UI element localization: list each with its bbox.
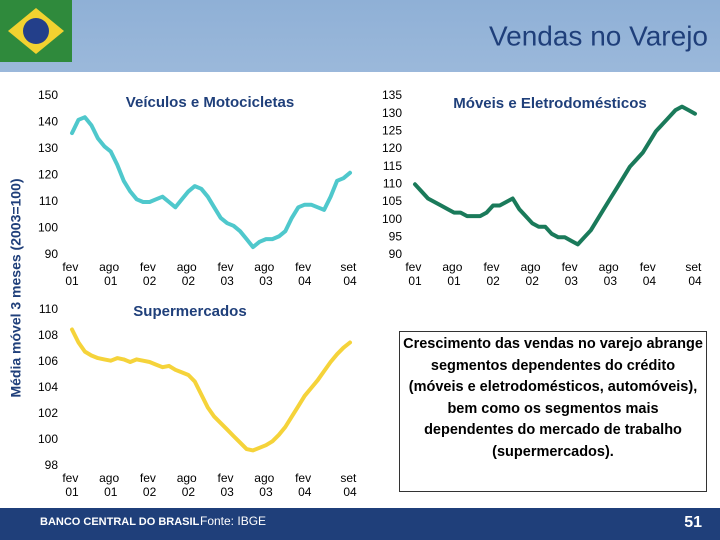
y-tick-label: 130 <box>382 106 402 120</box>
y-tick-label: 120 <box>38 168 58 182</box>
y-tick-label: 100 <box>38 432 58 446</box>
y-tick-label: 108 <box>38 328 58 342</box>
y-tick-label: 105 <box>382 194 402 208</box>
x-tick-label: ago 02 <box>177 471 200 499</box>
footer <box>0 508 720 540</box>
y-tick-label: 95 <box>389 230 403 244</box>
y-axis-label: Média móvel 3 meses (2003=100) <box>8 178 24 397</box>
y-tick-label: 110 <box>39 194 58 208</box>
x-tick-label: fev 04 <box>295 471 314 499</box>
y-tick-label: 110 <box>383 177 402 191</box>
y-tick-label: 90 <box>45 247 59 261</box>
x-tick-label: fev 03 <box>217 471 236 499</box>
y-tick-label: 140 <box>38 115 58 129</box>
y-tick-label: 98 <box>45 458 59 472</box>
x-tick-label: set 04 <box>340 471 359 499</box>
y-tick-label: 150 <box>38 88 58 102</box>
y-tick-label: 130 <box>38 141 58 155</box>
x-tick-label: fev 01 <box>62 260 81 288</box>
x-tick-label: fev 02 <box>140 260 159 288</box>
x-tick-label: fev 03 <box>217 260 236 288</box>
x-tick-label: fev 01 <box>62 471 81 499</box>
x-tick-label: ago 03 <box>254 260 277 288</box>
x-tick-label: fev 02 <box>483 260 502 288</box>
y-tick-label: 102 <box>38 406 58 420</box>
x-tick-label: ago 02 <box>521 260 544 288</box>
line <box>70 327 352 453</box>
y-tick-label: 100 <box>38 221 58 235</box>
line <box>413 104 697 247</box>
y-tick-label: 106 <box>38 354 58 368</box>
y-tick-label: 90 <box>389 247 403 261</box>
x-tick-label: fev 01 <box>405 260 424 288</box>
x-tick-label: ago 03 <box>599 260 622 288</box>
note: Crescimento das vendas no varejo abrange… <box>399 331 707 492</box>
x-tick-label: fev 03 <box>562 260 581 288</box>
y-tick-label: 100 <box>382 212 402 226</box>
flag-circle <box>23 18 49 44</box>
x-tick-label: ago 02 <box>177 260 200 288</box>
y-tick-label: 110 <box>39 302 58 316</box>
y-tick-label: 120 <box>382 141 402 155</box>
x-tick-label: fev 02 <box>140 471 159 499</box>
slide-title: Vendas no Varejo <box>489 20 708 51</box>
y-tick-label: 104 <box>38 380 58 394</box>
y-tick-label: 115 <box>383 159 402 173</box>
chart-title: Supermercados <box>133 303 246 320</box>
y-tick-label: 125 <box>382 124 402 138</box>
page-number: 51 <box>684 514 702 531</box>
source: Fonte: IBGE <box>200 514 266 528</box>
line <box>70 115 352 250</box>
x-tick-label: ago 01 <box>99 260 122 288</box>
x-tick-label: ago 01 <box>442 260 465 288</box>
logo-text: BANCO CENTRAL DO BRASIL <box>40 516 200 528</box>
chart-title: Móveis e Eletrodomésticos <box>453 95 646 112</box>
x-tick-label: fev 04 <box>640 260 659 288</box>
x-tick-label: ago 03 <box>254 471 277 499</box>
x-tick-label: ago 01 <box>99 471 122 499</box>
y-tick-label: 135 <box>382 88 402 102</box>
x-tick-label: set 04 <box>685 260 704 288</box>
x-tick-label: set 04 <box>340 260 359 288</box>
chart-title: Veículos e Motocicletas <box>126 94 294 111</box>
x-tick-label: fev 04 <box>295 260 314 288</box>
